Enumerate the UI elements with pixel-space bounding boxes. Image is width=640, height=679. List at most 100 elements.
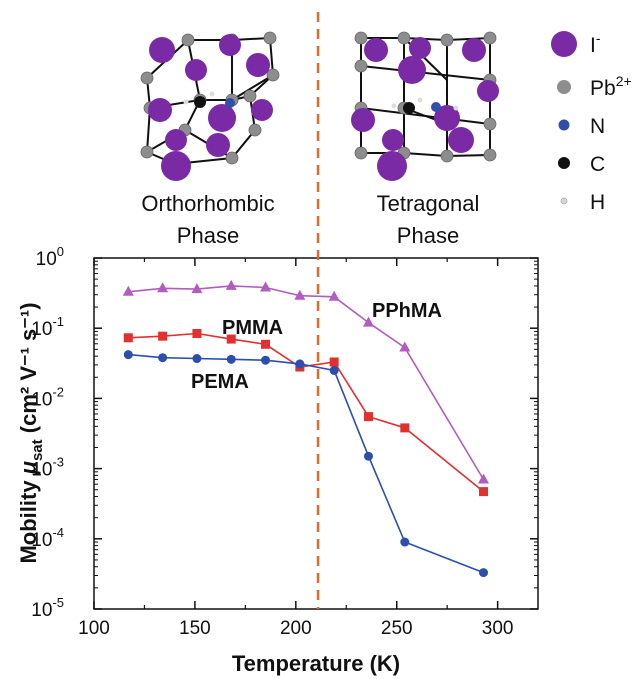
data-point-pema xyxy=(295,359,305,369)
series-label-pphma: PPhMA xyxy=(372,300,442,322)
data-point-pmma xyxy=(329,357,339,367)
atom-legend: I- Pb2+ NCH xyxy=(551,30,632,214)
x-tick-label: 250 xyxy=(381,618,413,639)
blue-sphere-icon xyxy=(558,119,570,131)
orthorhombic-phase-label-line2: Phase xyxy=(177,223,239,248)
series-line-pphma xyxy=(128,285,485,480)
y-tick-label: 100 xyxy=(36,244,64,270)
y-axis-title-units: (cm² V⁻¹ s⁻¹) xyxy=(16,302,41,439)
x-tick-label: 300 xyxy=(482,618,514,639)
tetragonal-crystal-structure xyxy=(351,31,499,181)
data-point-pmma xyxy=(261,339,271,349)
data-point-pema xyxy=(158,353,168,363)
x-tick-labels: 100 150 200 250 300 xyxy=(78,618,513,639)
atom-legend-label: H xyxy=(590,191,605,214)
tetragonal-phase-label-line1: Tetragonal xyxy=(377,191,480,216)
x-tick-label: 200 xyxy=(280,618,312,639)
data-point-pmma xyxy=(192,329,202,339)
data-point-pmma xyxy=(158,331,168,341)
series-pema xyxy=(123,350,489,578)
data-point-pphma xyxy=(328,290,340,301)
series-label-pema: PEMA xyxy=(191,371,249,393)
y-tick-base: 10 xyxy=(31,530,52,551)
data-point-pema xyxy=(329,365,339,375)
data-point-pema xyxy=(363,451,373,461)
y-tick-base: 10 xyxy=(31,389,52,410)
y-tick-exponent: -2 xyxy=(52,384,64,399)
atom-legend-item-pb: Pb2+ xyxy=(557,73,632,100)
data-point-pphma xyxy=(294,289,306,300)
series-label-pmma: PMMA xyxy=(222,317,283,339)
y-tick-label: 10-4 xyxy=(31,525,64,551)
y-tick-exponent: -3 xyxy=(52,455,64,470)
y-tick-label: 10-3 xyxy=(31,455,64,481)
large-purple-sphere-icon xyxy=(551,31,577,57)
data-point-pphma xyxy=(191,283,203,294)
atom-legend-charge: 2+ xyxy=(616,73,632,89)
y-tick-exponent: -4 xyxy=(52,525,64,540)
y-axis-title: Mobility μsat (cm² V⁻¹ s⁻¹) xyxy=(16,302,46,563)
tetragonal-phase-label-line2: Phase xyxy=(397,223,459,248)
orthorhombic-crystal-structure xyxy=(140,31,280,181)
mobility-chart: 100 150 200 250 300 10-510-410-310-210-1100 … xyxy=(16,12,539,676)
series-pmma xyxy=(123,329,489,497)
atom-legend-symbol: I xyxy=(590,34,596,57)
atom-legend-symbol: N xyxy=(590,115,605,138)
atom-legend-symbol: H xyxy=(590,191,605,214)
y-axis-title-subscript: sat xyxy=(29,439,46,461)
series-layer xyxy=(122,279,490,578)
data-point-pema xyxy=(479,568,489,578)
x-tick-label: 100 xyxy=(78,618,110,639)
data-point-pphma xyxy=(399,341,411,352)
data-point-pmma xyxy=(363,412,373,422)
x-tick-label: 150 xyxy=(179,618,211,639)
series-line-pmma xyxy=(128,332,485,493)
data-point-pphma xyxy=(122,285,134,296)
y-tick-base: 10 xyxy=(36,249,57,270)
atom-legend-label: Pb2+ xyxy=(590,73,632,100)
atom-legend-item-c: C xyxy=(558,153,605,176)
black-sphere-icon xyxy=(558,157,570,169)
data-point-pema xyxy=(400,537,410,547)
data-point-pmma xyxy=(479,487,489,497)
y-tick-exponent: 0 xyxy=(57,244,64,259)
y-tick-label: 10-2 xyxy=(31,384,64,410)
data-point-pmma xyxy=(123,333,133,343)
data-point-pmma xyxy=(400,423,410,433)
y-tick-base: 10 xyxy=(31,600,52,621)
plot-area-frame xyxy=(93,257,539,610)
atom-legend-label: C xyxy=(590,153,605,176)
atom-legend-charge: - xyxy=(596,30,601,46)
y-tick-exponent: -1 xyxy=(52,314,64,329)
atom-legend-item-h: H xyxy=(560,191,605,214)
data-point-pphma xyxy=(478,473,490,484)
data-point-pphma xyxy=(157,282,169,293)
atom-legend-symbol: Pb xyxy=(590,77,616,100)
y-axis-title-prefix: Mobility xyxy=(16,474,41,563)
y-tick-base: 10 xyxy=(31,460,52,481)
data-point-pmma xyxy=(226,334,236,344)
atom-legend-item-n: N xyxy=(558,115,605,138)
small-white-sphere-icon xyxy=(560,197,568,205)
series-pphma xyxy=(122,279,490,484)
atom-legend-label: N xyxy=(590,115,605,138)
data-point-pema xyxy=(192,354,202,364)
y-axis-title-mu: μ xyxy=(16,461,41,475)
data-point-pema xyxy=(261,355,271,365)
y-tick-base: 10 xyxy=(31,319,52,340)
grey-sphere-icon xyxy=(557,80,571,94)
data-point-pema xyxy=(226,354,236,364)
atom-legend-item-i: I- xyxy=(551,30,601,57)
x-axis-title: Temperature (K) xyxy=(232,651,400,676)
orthorhombic-phase-label-line1: Orthorhombic xyxy=(141,191,274,216)
series-line-pema xyxy=(128,353,484,574)
data-point-pema xyxy=(123,350,133,360)
data-point-pphma xyxy=(260,281,272,292)
data-point-pphma xyxy=(362,316,374,327)
y-tick-label: 10-1 xyxy=(31,314,64,340)
atom-legend-symbol: C xyxy=(590,153,605,176)
axis-ticks xyxy=(93,257,538,610)
y-tick-label: 10-5 xyxy=(31,595,64,621)
